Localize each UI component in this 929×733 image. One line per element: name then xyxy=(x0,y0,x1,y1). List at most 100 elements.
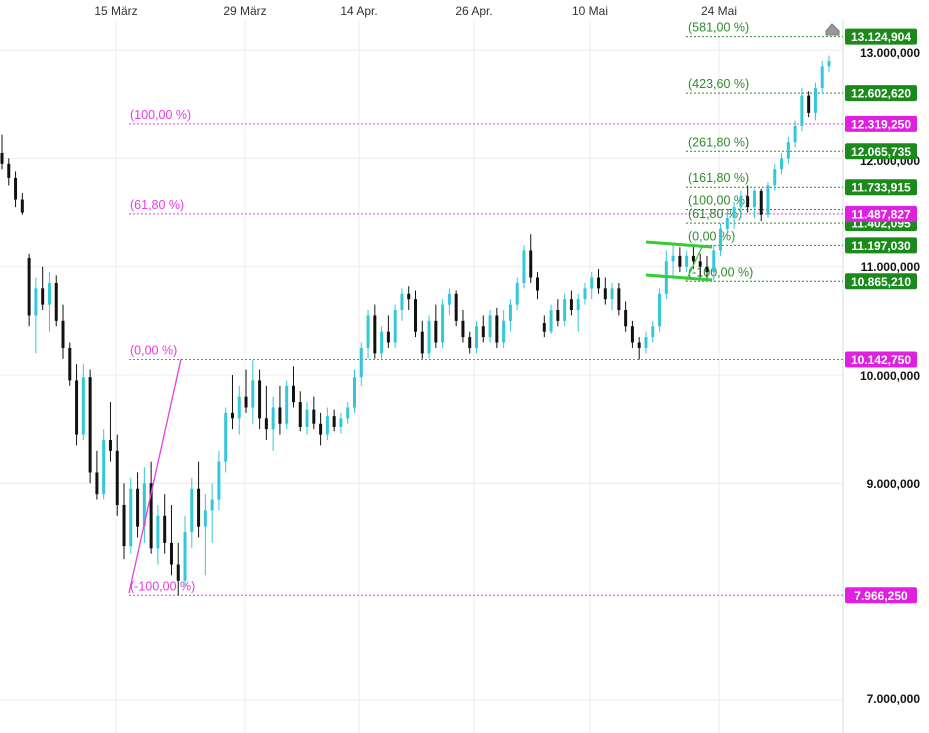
candle-body xyxy=(136,488,140,527)
fib-primary-level-label: (0,00 %) xyxy=(130,344,177,358)
candle-body xyxy=(61,320,65,348)
grid xyxy=(0,20,844,733)
candle-body xyxy=(81,377,85,435)
candle-body xyxy=(122,504,126,547)
candle-body xyxy=(759,190,763,215)
candle-body xyxy=(610,288,614,300)
fib-secondary-level-label: (261,80 %) xyxy=(688,135,749,149)
y-tick-label: 7.000,000 xyxy=(867,692,921,706)
candle-body xyxy=(522,250,526,283)
fib-primary-level-label: (-100,00 %) xyxy=(130,579,195,593)
fibonacci-levels: (100,00 %) (61,80 %) (0,00 %) (-100,00 %) (5… xyxy=(129,21,843,596)
channel-upper-line[interactable] xyxy=(645,240,713,249)
candle-body xyxy=(820,66,824,89)
candle-body xyxy=(671,255,675,262)
candle-body xyxy=(420,331,424,354)
candle-body xyxy=(746,196,750,208)
fib-primary-level-label: (61,80 %) xyxy=(130,198,184,212)
candle-body xyxy=(88,377,92,473)
candle-body xyxy=(807,95,811,113)
candle-body xyxy=(339,418,343,427)
candle-body xyxy=(156,515,160,549)
candle-body xyxy=(217,461,221,500)
candle-body xyxy=(176,564,180,581)
candle-body xyxy=(414,299,417,332)
candle-body xyxy=(427,320,431,354)
candle-body xyxy=(590,277,594,289)
candle-body xyxy=(651,326,655,338)
fib-primary-level-label: (100,00 %) xyxy=(130,108,191,122)
fib-primary-trend-line[interactable] xyxy=(128,358,182,594)
candle-body xyxy=(536,277,540,291)
candle-body xyxy=(705,266,709,273)
candle-body xyxy=(0,152,4,164)
candle-body xyxy=(461,320,465,338)
price-tag-label: 11.733,915 xyxy=(851,181,911,195)
candle-body xyxy=(169,542,173,565)
candle-body xyxy=(298,402,302,427)
y-axis: 13.000,000 12.000,000 11.000,000 10.000,… xyxy=(860,46,920,706)
fib-secondary-level-label: (61,80 %) xyxy=(688,207,742,221)
candle-body xyxy=(68,347,72,381)
candle-body xyxy=(563,299,567,321)
y-tick-label: 11.000,000 xyxy=(861,260,921,274)
candle-body xyxy=(41,288,45,305)
price-tag xyxy=(845,237,917,254)
x-tick-label: 24 Mai xyxy=(701,4,737,18)
candle-body xyxy=(142,483,146,527)
price-tag xyxy=(845,351,917,368)
candle-body xyxy=(454,293,458,321)
y-tick-label: 10.000,000 xyxy=(860,369,920,383)
candle-body xyxy=(583,288,587,300)
candle-body xyxy=(258,380,262,419)
candle-body xyxy=(312,409,316,424)
candle-body xyxy=(190,488,194,533)
candle-body xyxy=(278,407,282,424)
price-tag-label: 11.487,827 xyxy=(851,207,911,221)
candle-body xyxy=(488,315,492,338)
price-tag-label: 12.319,250 xyxy=(851,117,911,131)
candle-body xyxy=(773,169,777,186)
candle-body xyxy=(34,288,38,316)
candle-body xyxy=(224,412,228,462)
candle-body xyxy=(793,125,797,143)
candle-body xyxy=(732,207,736,218)
candle-body xyxy=(447,293,451,305)
candle-body xyxy=(346,407,350,419)
candle-body xyxy=(786,142,790,159)
price-tag xyxy=(845,587,917,604)
candles xyxy=(0,55,831,596)
price-tag-label: 12.065,735 xyxy=(851,145,911,159)
candle-body xyxy=(27,258,31,316)
candle-body xyxy=(549,310,553,332)
candle-body xyxy=(719,228,723,251)
candle-body xyxy=(637,342,641,348)
candle-body xyxy=(54,282,58,321)
price-tag xyxy=(845,179,917,196)
candle-body xyxy=(291,385,295,403)
candle-body xyxy=(597,277,601,289)
candle-body xyxy=(115,450,119,505)
fib-secondary-level-label: (161,80 %) xyxy=(688,171,749,185)
candle-body xyxy=(251,380,255,408)
home-arrow-icon[interactable] xyxy=(825,23,840,36)
candle-body xyxy=(766,185,770,215)
candle-body xyxy=(495,315,499,343)
candle-body xyxy=(95,472,99,495)
channel-lower-line[interactable] xyxy=(645,273,713,282)
price-tag-label: 11.197,030 xyxy=(851,239,911,253)
candle-body xyxy=(285,385,289,424)
candle-body xyxy=(678,255,682,267)
candle-body xyxy=(129,488,133,547)
candle-body xyxy=(529,250,533,278)
candle-body xyxy=(644,337,648,348)
fib-secondary-trend-line[interactable] xyxy=(685,246,703,282)
candle-body xyxy=(373,315,377,354)
candle-body xyxy=(515,282,519,305)
candle-body xyxy=(319,423,323,435)
candle-body xyxy=(393,310,397,343)
candle-body xyxy=(183,532,187,581)
candle-body xyxy=(75,380,79,435)
y-tick-label: 13.000,000 xyxy=(860,46,920,60)
